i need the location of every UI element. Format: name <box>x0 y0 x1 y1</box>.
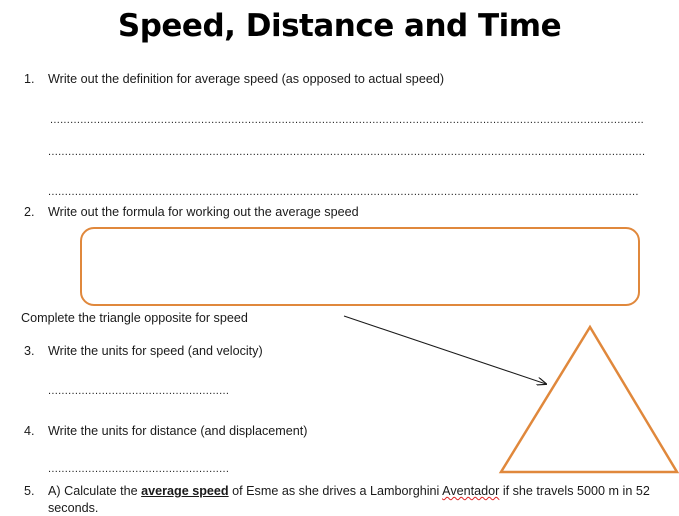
question-5-brand: Aventador <box>442 484 500 498</box>
question-4-text: Write the units for distance (and displa… <box>48 424 308 438</box>
question-1-number: 1. <box>24 72 35 86</box>
question-2-number: 2. <box>24 205 35 219</box>
speed-units-answer-line[interactable]: ........................................… <box>48 385 230 397</box>
question-4-number: 4. <box>24 424 35 438</box>
question-5-middle: of Esme as she drives a Lamborghini <box>228 484 443 498</box>
answer-line-2[interactable]: ........................................… <box>48 146 645 158</box>
question-5-end: if she travels 5000 m in 52 <box>499 484 650 498</box>
distance-units-answer-line[interactable]: ........................................… <box>48 463 230 475</box>
question-5-part-a: A) Calculate the <box>48 484 142 498</box>
answer-line-1[interactable]: ........................................… <box>50 114 644 126</box>
question-3-text: Write the units for speed (and velocity) <box>48 344 263 358</box>
answer-line-3[interactable]: ........................................… <box>48 186 638 198</box>
question-5-text: A) Calculate the average speed of Esme a… <box>48 483 650 499</box>
question-2-text: Write out the formula for working out th… <box>48 205 359 219</box>
question-1-text: Write out the definition for average spe… <box>48 72 445 86</box>
question-5-number: 5. <box>24 484 35 498</box>
question-3-number: 3. <box>24 344 35 358</box>
formula-answer-box[interactable] <box>80 227 640 306</box>
page-title: Speed, Distance and Time <box>117 8 562 44</box>
pointer-arrow <box>343 315 546 384</box>
triangle-prompt: Complete the triangle opposite for speed <box>21 311 248 325</box>
speed-triangle[interactable] <box>498 324 679 474</box>
question-5-emphasis: average speed <box>141 484 229 498</box>
